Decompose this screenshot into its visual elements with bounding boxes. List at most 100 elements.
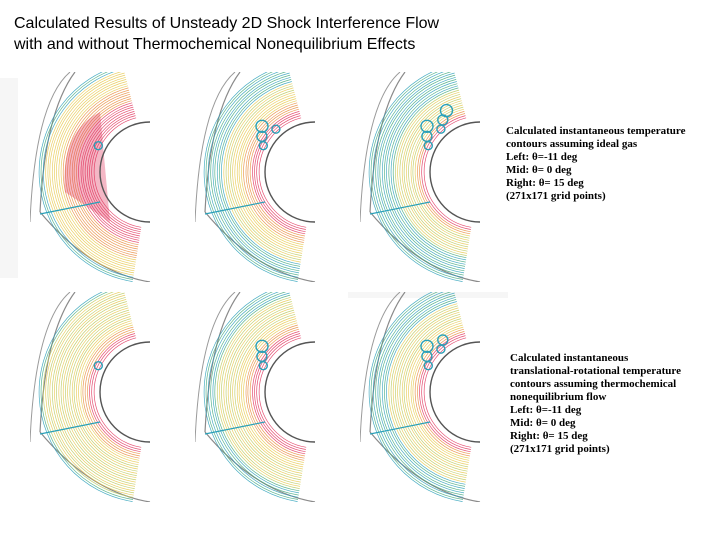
contour-line — [419, 333, 471, 453]
contour-line — [225, 85, 302, 261]
shock-lower — [369, 211, 481, 282]
impinging-shock — [369, 421, 431, 435]
contour-line — [401, 96, 468, 250]
bottom-caption-line: Calculated instantaneous — [510, 352, 629, 364]
contour-line — [80, 104, 140, 241]
contour-line — [71, 96, 138, 250]
contour-line — [254, 113, 306, 233]
contour-line — [258, 337, 307, 448]
shock-lower — [369, 431, 481, 502]
contour-line — [406, 320, 469, 466]
shock-lower — [204, 431, 316, 502]
top-caption-line: Right: θ= 15 deg — [506, 177, 584, 189]
contour-line — [56, 301, 136, 485]
contour-line — [414, 108, 470, 237]
outer-boundary — [30, 72, 71, 223]
contour-line — [223, 303, 301, 483]
contour-line — [234, 93, 303, 252]
vortex-contour — [421, 130, 433, 143]
contour-line — [390, 85, 467, 261]
contour-line — [230, 89, 302, 256]
vortex-contour — [439, 103, 454, 118]
contour-line — [221, 301, 301, 485]
contour-line — [412, 326, 470, 459]
cylinder-body — [99, 341, 151, 443]
impinging-shock — [204, 201, 266, 215]
shock-lower — [204, 211, 316, 282]
contour-line — [412, 106, 470, 239]
contour-line — [49, 294, 135, 492]
top-caption-line: Calculated instantaneous temperature — [506, 125, 686, 137]
vortex-contour — [420, 339, 434, 353]
cylinder-body — [99, 121, 151, 223]
vortex-contour — [271, 124, 281, 134]
contour-line — [227, 307, 302, 479]
contour-line — [386, 301, 466, 485]
contour-line — [256, 115, 306, 230]
contour-line — [51, 296, 135, 489]
contour-line — [417, 111, 471, 235]
slide-title: Calculated Results of Unsteady 2D Shock … — [14, 13, 439, 55]
contour-line — [60, 85, 137, 261]
contour-line — [390, 305, 467, 481]
contour-line — [392, 307, 467, 479]
hot-region — [64, 112, 110, 222]
outer-boundary — [195, 292, 236, 443]
bow-shock-outer — [369, 72, 406, 213]
contour-line — [256, 335, 306, 450]
contour-line — [203, 292, 298, 502]
shock-lower — [39, 211, 151, 282]
contour-line — [236, 96, 303, 250]
bow-shock-outer — [39, 72, 76, 213]
impinging-shock — [39, 201, 101, 215]
contour-line — [243, 322, 304, 463]
contour-line — [408, 322, 469, 463]
bow-shock-outer — [39, 292, 76, 433]
contour-line — [236, 316, 303, 470]
contour-line — [377, 292, 465, 494]
contour-line — [421, 115, 471, 230]
contour-line — [40, 72, 134, 280]
contour-line — [381, 296, 465, 489]
top-caption-line: Left: θ=-11 deg — [506, 151, 578, 163]
contour-line — [395, 89, 467, 256]
bow-shock-outer — [369, 292, 406, 433]
cylinder-body — [264, 341, 316, 443]
vortex-contour — [255, 339, 269, 353]
outer-boundary — [360, 292, 401, 443]
contour-line — [60, 305, 137, 481]
contour-line — [216, 76, 300, 269]
contour-line — [381, 76, 465, 269]
contour-line — [78, 322, 139, 463]
vortex-contour — [256, 350, 268, 363]
contour-line — [87, 331, 141, 455]
contour-line — [254, 333, 306, 453]
title-line-2: with and without Thermochemical Nonequil… — [14, 36, 416, 53]
contour-line — [368, 72, 463, 282]
contour-line — [375, 72, 464, 276]
contour-line — [42, 292, 134, 498]
contour-line — [93, 117, 142, 228]
contour-line — [58, 303, 136, 483]
contour-line — [51, 76, 135, 269]
contour-line — [258, 117, 307, 228]
contour-line — [216, 296, 300, 489]
outer-boundary — [195, 72, 236, 223]
panel-noneq-right — [360, 292, 481, 502]
contour-line — [247, 326, 305, 459]
bow-shock-outer — [204, 72, 241, 213]
contour-line — [249, 108, 305, 237]
contour-line — [392, 87, 467, 259]
contour-line — [395, 309, 467, 476]
contour-line — [368, 292, 463, 502]
contour-line — [408, 102, 469, 243]
contour-line — [386, 81, 466, 265]
contour-line — [397, 91, 468, 254]
vortex-contour — [256, 130, 268, 143]
contour-line — [45, 292, 134, 496]
contour-line — [49, 74, 135, 272]
contour-line — [65, 89, 137, 256]
contour-line — [379, 294, 465, 492]
contour-line — [71, 316, 138, 470]
bottom-caption-line: contours assuming thermochemical — [510, 378, 677, 390]
